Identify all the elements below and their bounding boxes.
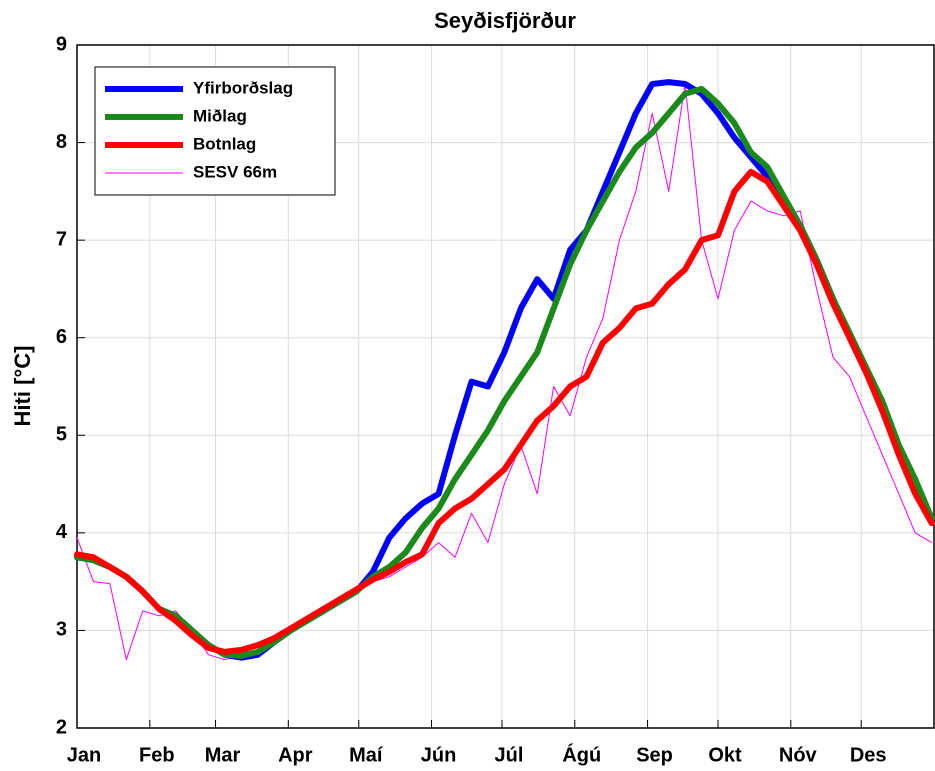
x-tick-label: Des (850, 744, 887, 766)
x-tick-label: Ágú (562, 743, 601, 766)
legend-label: Botnlag (193, 134, 256, 153)
y-tick-label: 7 (56, 228, 67, 250)
chart-title: Seyðisfjörður (434, 8, 576, 33)
x-tick-label: Nóv (779, 744, 818, 766)
plot-frame (76, 44, 935, 729)
x-tick-label: Feb (139, 744, 175, 766)
y-tick-label: 6 (56, 326, 67, 348)
x-tick-label: Jan (67, 744, 101, 766)
y-tick-label: 9 (56, 33, 67, 55)
legend-label: Yfirborðslag (193, 78, 293, 97)
data-line (74, 168, 935, 655)
x-tick-label: Apr (278, 744, 313, 766)
legend-label: SESV 66m (193, 162, 277, 181)
y-tick-label: 4 (56, 521, 68, 543)
legend-label: Miðlag (193, 106, 247, 125)
y-axis-label: Hiti [°C] (10, 346, 35, 427)
x-tick-label: Sep (636, 744, 673, 766)
x-tick-label: Jún (421, 744, 457, 766)
y-tick-label: 2 (56, 716, 67, 738)
x-tick-label: Maí (349, 744, 384, 766)
y-tick-label: 3 (56, 619, 67, 641)
y-tick-label: 8 (56, 131, 67, 153)
legend: Yfirborðslag Miðlag Botnlag SESV 66m (94, 66, 336, 196)
y-tick-label: 5 (56, 424, 67, 446)
x-tick-label: Júl (495, 744, 524, 766)
x-tick-label: Mar (205, 744, 241, 766)
x-tick-label: Okt (708, 744, 742, 766)
